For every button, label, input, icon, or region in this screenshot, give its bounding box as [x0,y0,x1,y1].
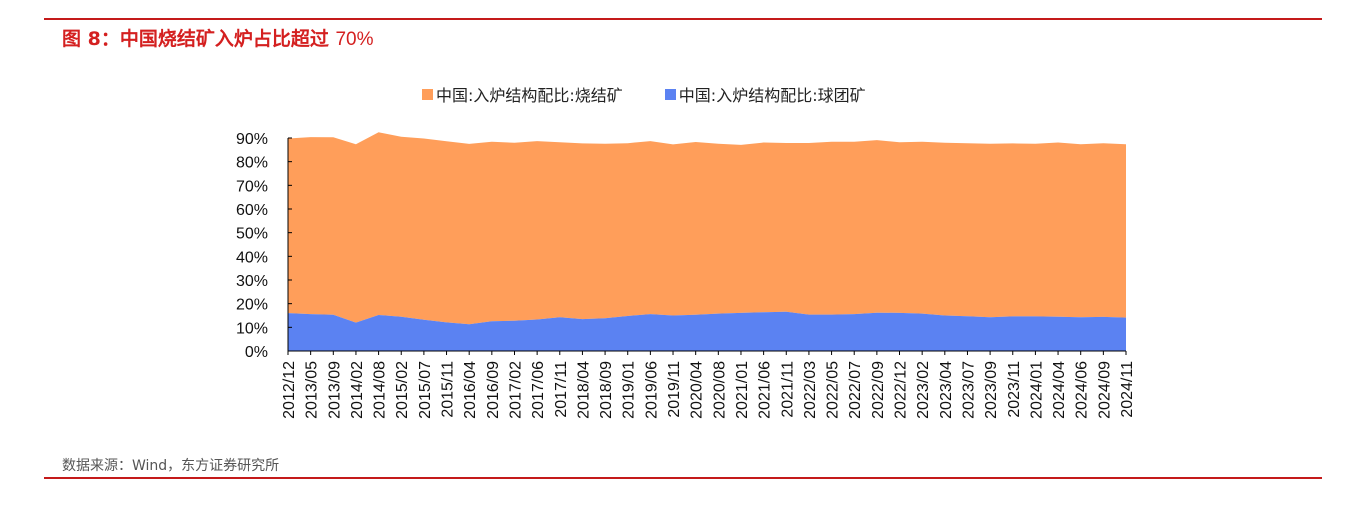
x-tick-label: 2020/04 [689,361,706,419]
legend-item-pellet: 中国:入炉结构配比:球团矿 [664,82,866,106]
x-tick-label: 2022/12 [893,361,910,419]
legend-swatch-sinter [422,88,433,100]
y-tick-label: 30% [236,273,268,290]
x-tick-label: 2019/11 [666,361,683,418]
x-tick-label: 2017/06 [530,361,547,419]
chart-legend: 中国:入炉结构配比:烧结矿 中国:入炉结构配比:球团矿 [422,82,908,106]
x-tick-label: 2021/11 [779,361,796,418]
x-tick-label: 2017/02 [508,361,525,419]
figure-title-text: 中国烧结矿入炉占比超过 [119,28,329,50]
area-series-sinter [288,132,1126,325]
x-tick-label: 2024/01 [1028,361,1045,419]
x-tick-label: 2015/11 [440,361,457,418]
y-tick-label: 0% [245,344,268,361]
x-tick-label: 2022/05 [825,361,842,419]
y-tick-label: 70% [236,178,268,195]
bottom-rule [44,477,1322,479]
x-tick-label: 2019/06 [643,361,660,419]
y-tick-label: 80% [236,155,268,172]
x-tick-label: 2022/07 [847,361,864,419]
x-tick-label: 2024/04 [1051,361,1068,419]
y-tick-label: 20% [236,297,268,314]
x-tick-label: 2021/06 [757,361,774,419]
x-tick-label: 2024/11 [1119,361,1136,418]
x-tick-label: 2014/08 [372,361,389,419]
legend-label-pellet: 中国:入炉结构配比:球团矿 [678,86,866,105]
figure-title-number: 70% [335,29,374,50]
x-tick-label: 2016/04 [462,361,479,419]
x-tick-label: 2023/11 [1006,361,1023,418]
x-tick-label: 2023/09 [983,361,1000,419]
area-series-pellet [288,311,1126,351]
figure-label: 图 8： [62,28,120,50]
top-rule [44,18,1322,20]
x-tick-label: 2016/09 [485,361,502,419]
x-tick-label: 2022/09 [870,361,887,419]
y-tick-label: 60% [236,202,268,219]
x-tick-label: 2013/09 [326,361,343,419]
x-tick-label: 2023/07 [961,361,978,419]
x-tick-label: 2015/07 [417,361,434,419]
x-tick-label: 2023/02 [915,361,932,419]
x-tick-label: 2017/11 [553,361,570,418]
source-note: 数据来源：Wind，东方证券研究所 [62,458,280,474]
legend-item-sinter: 中国:入炉结构配比:烧结矿 [422,82,623,106]
x-tick-label: 2013/05 [304,361,321,419]
y-tick-label: 50% [236,226,268,243]
x-tick-label: 2023/04 [938,361,955,419]
x-tick-label: 2015/02 [394,361,411,419]
y-tick-label: 40% [236,249,268,266]
x-tick-label: 2012/12 [281,361,298,419]
figure-title: 图 8：中国烧结矿入炉占比超过 70% [62,24,374,51]
legend-swatch-pellet [664,88,676,100]
x-tick-label: 2022/03 [802,361,819,419]
x-tick-label: 2024/09 [1096,361,1113,419]
legend-label-sinter: 中国:入炉结构配比:烧结矿 [436,86,623,105]
y-tick-label: 10% [236,320,268,337]
x-tick-label: 2024/06 [1074,361,1091,419]
y-tick-label: 90% [236,131,268,148]
x-tick-label: 2018/04 [575,361,592,419]
x-tick-label: 2020/08 [711,361,728,419]
x-tick-label: 2018/09 [598,361,615,419]
x-tick-label: 2021/01 [734,361,751,419]
x-tick-label: 2014/02 [349,361,366,419]
x-tick-label: 2019/01 [621,361,638,419]
